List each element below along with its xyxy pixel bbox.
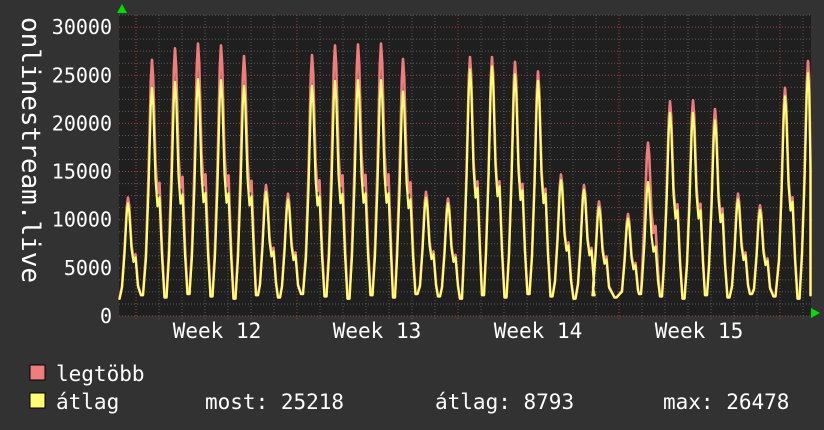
y-axis-arrow-icon xyxy=(117,4,127,13)
series-line-atlag xyxy=(118,65,812,300)
stat-most: most: 25218 xyxy=(205,390,344,414)
x-axis-arrow-icon xyxy=(811,308,820,318)
stats-row: most: 25218 átlag: 8793 max: 26478 xyxy=(205,390,789,414)
y-tick-label: 25000 xyxy=(52,63,112,87)
legend-label-avg: átlag xyxy=(56,390,119,414)
legend-swatch-max xyxy=(29,364,46,381)
y-tick-label: 30000 xyxy=(52,15,112,39)
x-axis-week-labels: Week 12 Week 13 Week 14 Week 15 xyxy=(173,319,744,343)
data-series xyxy=(118,42,812,301)
y-tick-label: 0 xyxy=(100,304,112,328)
legend-swatch-avg xyxy=(29,392,46,409)
y-tick-label: 15000 xyxy=(52,160,112,184)
y-tick-label: 10000 xyxy=(52,208,112,232)
week-label: Week 15 xyxy=(655,319,744,343)
stat-max: max: 26478 xyxy=(663,390,789,414)
y-tick-label: 5000 xyxy=(64,256,112,280)
week-label: Week 12 xyxy=(173,319,262,343)
week-label: Week 14 xyxy=(494,319,583,343)
y-axis-tick-labels: 0 5000 10000 15000 20000 25000 30000 xyxy=(52,15,112,328)
vertical-axis-title: onlinestream.live xyxy=(15,17,45,283)
legend-label-max: legtöbb xyxy=(56,362,145,386)
stat-atlag: átlag: 8793 xyxy=(435,390,574,414)
legend: legtöbb átlag xyxy=(29,362,145,414)
week-label: Week 13 xyxy=(333,319,422,343)
y-tick-label: 20000 xyxy=(52,111,112,135)
